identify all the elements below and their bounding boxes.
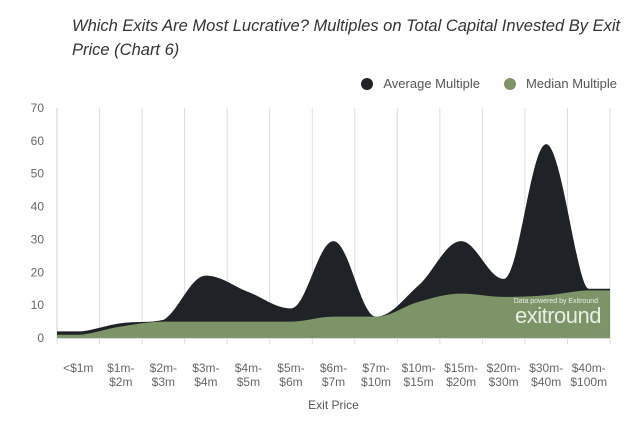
y-tick-label: 30 (31, 232, 45, 246)
series-layer (57, 144, 610, 338)
x-tick-label: $30m-$40m (529, 361, 563, 389)
x-tick-label: <$1m (63, 361, 93, 375)
x-tick-label: $10m-$15m (402, 361, 436, 389)
label-layer: <$1m $1m-$2m $2m-$3m $3m-$4m $4m-$5m $5m-$6m $… (63, 361, 607, 389)
median-multiple-area[interactable] (57, 290, 610, 338)
legend-item-average[interactable]: Average Multiple (361, 76, 480, 91)
x-tick-label: $7m-$10m (361, 361, 391, 389)
legend-swatch-average (361, 77, 374, 90)
legend-swatch-median (503, 77, 516, 90)
x-tick-label: $2m-$3m (150, 361, 177, 389)
x-tick-label: $15m-$20m (444, 361, 478, 389)
x-tick-label: $1m-$2m (107, 361, 134, 389)
x-tick-label: $3m-$4m (192, 361, 219, 389)
y-tick-label: 70 (31, 101, 45, 115)
y-tick-label: 20 (31, 265, 45, 279)
legend: Average Multiple Median Multiple (337, 76, 617, 91)
x-tick-label: $6m-$7m (320, 361, 347, 389)
watermark-caption: Data powered by Exitround (514, 298, 599, 305)
legend-label-average: Average Multiple (383, 76, 480, 91)
chart-title: Which Exits Are Most Lucrative? Multiple… (72, 17, 621, 59)
y-tick-label: 10 (31, 298, 45, 312)
x-axis-title: Exit Price (308, 398, 359, 412)
y-tick-label: 50 (31, 167, 45, 181)
x-tick-label: $5m-$6m (277, 361, 304, 389)
watermark-logo: exitround (515, 303, 601, 328)
y-tick-label: 40 (31, 200, 45, 214)
x-tick-label: $4m-$5m (235, 361, 262, 389)
legend-label-median: Median Multiple (525, 76, 617, 91)
x-tick-label: $40m-$100m (570, 361, 607, 389)
x-tick-label: $20m-$30m (487, 361, 521, 389)
y-tick-label: 60 (31, 134, 45, 148)
legend-item-median[interactable]: Median Multiple (503, 76, 617, 91)
y-tick-label: 0 (37, 331, 44, 345)
